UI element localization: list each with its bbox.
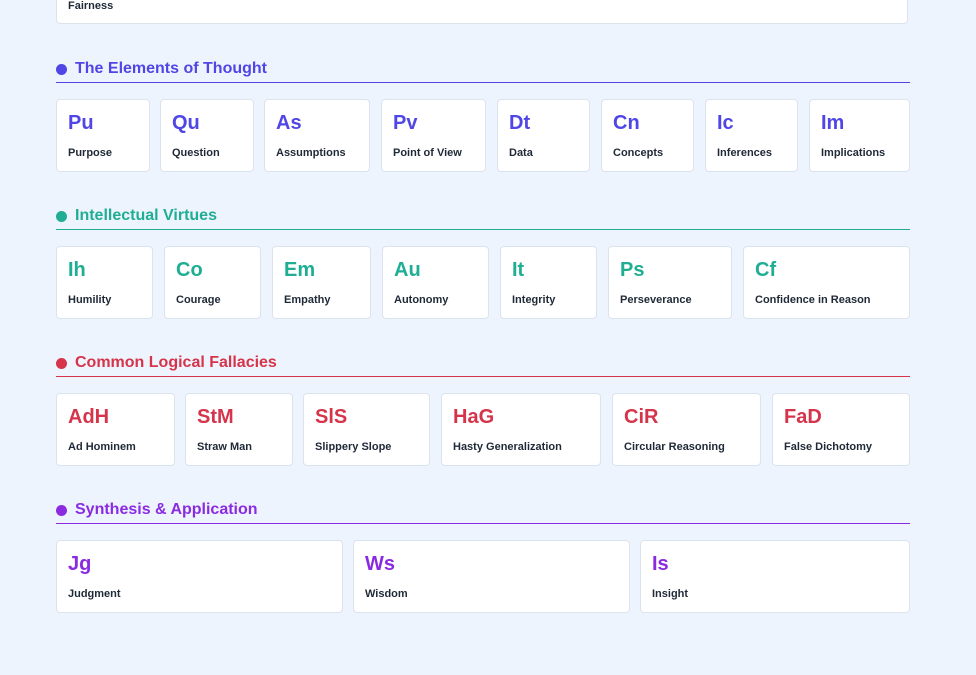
card-abbr: Pu — [68, 112, 94, 134]
card-wisdom[interactable]: Ws Wisdom — [353, 540, 630, 613]
card-name: Assumptions — [276, 147, 346, 159]
card-abbr: Co — [176, 259, 203, 281]
card-name: Empathy — [284, 294, 331, 306]
card-point-of-view[interactable]: Pv Point of View — [381, 99, 486, 172]
bullet-dot-icon — [56, 505, 67, 516]
section-title: Common Logical Fallacies — [75, 354, 277, 371]
card-name: Concepts — [613, 147, 664, 159]
card-abbr: SlS — [315, 406, 348, 428]
card-abbr: Ps — [620, 259, 645, 281]
card-empathy[interactable]: Em Empathy — [272, 246, 371, 319]
card-name: Autonomy — [394, 294, 449, 306]
card-name: Purpose — [68, 147, 113, 159]
card-insight[interactable]: Is Insight — [640, 540, 910, 613]
card-name: Wisdom — [365, 588, 408, 600]
card-implications[interactable]: Im Implications — [809, 99, 910, 172]
card-confidence-in-reason[interactable]: Cf Confidence in Reason — [743, 246, 910, 319]
card-name: Insight — [652, 588, 689, 600]
card-name: Implications — [821, 147, 886, 159]
card-name: Question — [172, 147, 220, 159]
card-abbr: Ih — [68, 259, 86, 281]
card-abbr: Is — [652, 553, 669, 575]
section-title: Synthesis & Application — [75, 501, 258, 518]
card-abbr: Cn — [613, 112, 640, 134]
card-name: Confidence in Reason — [755, 294, 871, 306]
card-name: Ad Hominem — [68, 441, 136, 453]
card-abbr: CiR — [624, 406, 659, 428]
card-humility[interactable]: Ih Humility — [56, 246, 153, 319]
card-concepts[interactable]: Cn Concepts — [601, 99, 694, 172]
card-judgment[interactable]: Jg Judgment — [56, 540, 343, 613]
card-slippery-slope[interactable]: SlS Slippery Slope — [303, 393, 430, 466]
card-name: Straw Man — [197, 441, 253, 453]
card-abbr: It — [512, 259, 525, 281]
card-name: Slippery Slope — [315, 441, 392, 453]
card-purpose[interactable]: Pu Purpose — [56, 99, 150, 172]
card-name: Perseverance — [620, 294, 692, 306]
card-abbr: FaD — [784, 406, 822, 428]
section-header: Intellectual Virtues — [56, 207, 910, 230]
card-inferences[interactable]: Ic Inferences — [705, 99, 798, 172]
card-name: Inferences — [717, 147, 773, 159]
card-abbr: Ic — [717, 112, 734, 134]
section-synthesis-application: Synthesis & Application Jg Judgment Ws Wis… — [56, 501, 910, 613]
card-abbr: StM — [197, 406, 234, 428]
card-perseverance[interactable]: Ps Perseverance — [608, 246, 732, 319]
card-abbr: Em — [284, 259, 316, 281]
card-name: Point of View — [393, 147, 462, 159]
card-name: Hasty Generalization — [453, 441, 562, 453]
section-title: Intellectual Virtues — [75, 207, 217, 224]
card-name: Circular Reasoning — [624, 441, 725, 453]
card-straw-man[interactable]: StM Straw Man — [185, 393, 293, 466]
bullet-dot-icon — [56, 358, 67, 369]
card-abbr: Cf — [755, 259, 777, 281]
card-name: Fairness — [68, 0, 114, 12]
card-name: Humility — [68, 294, 112, 306]
section-intellectual-virtues: Intellectual Virtues Ih Humility Co Courag… — [56, 207, 910, 319]
card-abbr: Jg — [68, 553, 92, 575]
section-header: Synthesis & Application — [56, 501, 910, 524]
card-abbr: Au — [394, 259, 421, 281]
card-abbr: Qu — [172, 112, 200, 134]
card-circular-reasoning[interactable]: CiR Circular Reasoning — [612, 393, 761, 466]
card-question[interactable]: Qu Question — [160, 99, 254, 172]
bullet-dot-icon — [56, 64, 67, 75]
card-abbr: As — [276, 112, 302, 134]
section-logical-fallacies: Common Logical Fallacies AdH Ad Hominem S… — [56, 354, 910, 466]
card-assumptions[interactable]: As Assumptions — [264, 99, 370, 172]
card-integrity[interactable]: It Integrity — [500, 246, 597, 319]
section-title: The Elements of Thought — [75, 60, 267, 77]
card-name: Judgment — [68, 588, 121, 600]
card-courage[interactable]: Co Courage — [164, 246, 261, 319]
card-abbr: Ws — [365, 553, 395, 575]
card-abbr: Dt — [509, 112, 531, 134]
section-header: Common Logical Fallacies — [56, 354, 910, 377]
card-name: False Dichotomy — [784, 441, 873, 453]
card-name: Courage — [176, 294, 221, 306]
section-elements-of-thought: The Elements of Thought Pu Purpose Qu Ques… — [56, 60, 910, 172]
card-abbr: AdH — [68, 406, 110, 428]
card-fairness[interactable]: Fairness — [56, 0, 908, 24]
card-data[interactable]: Dt Data — [497, 99, 590, 172]
section-header: The Elements of Thought — [56, 60, 910, 83]
card-hasty-generalization[interactable]: HaG Hasty Generalization — [441, 393, 601, 466]
card-abbr: Pv — [393, 112, 418, 134]
card-false-dichotomy[interactable]: FaD False Dichotomy — [772, 393, 910, 466]
card-name: Integrity — [512, 294, 556, 306]
card-abbr: HaG — [453, 406, 495, 428]
card-autonomy[interactable]: Au Autonomy — [382, 246, 489, 319]
card-ad-hominem[interactable]: AdH Ad Hominem — [56, 393, 175, 466]
card-name: Data — [509, 147, 533, 159]
bullet-dot-icon — [56, 211, 67, 222]
card-abbr: Im — [821, 112, 845, 134]
